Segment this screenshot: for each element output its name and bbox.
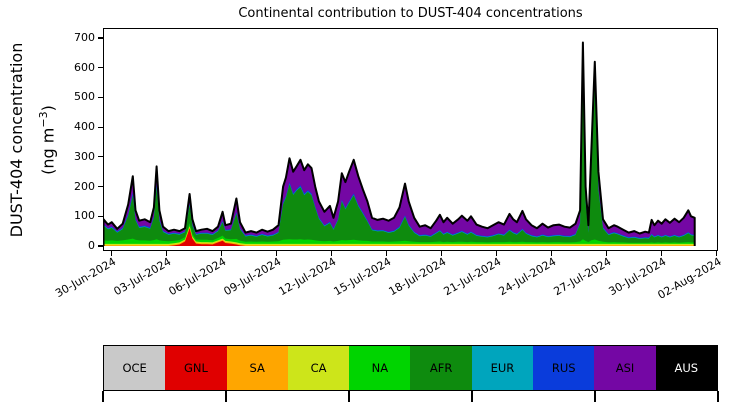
y-axis-tick: [98, 156, 103, 158]
x-axis-tick-label: 30-Jun-2024: [53, 255, 119, 301]
y-axis-tick: [98, 215, 103, 217]
legend-segment-aus: AUS: [655, 346, 717, 390]
x-axis-tick: [441, 251, 443, 256]
x-axis-tick: [331, 251, 333, 256]
legend-label-ca: CA: [310, 361, 327, 375]
x-axis-tick: [386, 251, 388, 256]
x-axis-tick: [716, 251, 718, 256]
y-axis-tick: [98, 245, 103, 247]
x-axis-tick-label: 21-Jul-2024: [441, 255, 504, 299]
legend-tick: [102, 391, 104, 402]
x-axis-tick-label: 09-Jul-2024: [221, 255, 284, 299]
legend-segment-afr: AFR: [410, 346, 472, 390]
x-axis-tick-label: 27-Jul-2024: [551, 255, 614, 299]
area-na: [103, 223, 695, 246]
legend-label-rus: RUS: [551, 361, 576, 375]
y-axis-tick-label: 200: [74, 179, 95, 193]
x-axis-tick: [551, 251, 553, 256]
area-ca: [103, 226, 695, 246]
x-axis-tick: [166, 251, 168, 256]
legend-tick: [225, 391, 227, 402]
legend-segment-oce: OCE: [104, 346, 166, 390]
x-axis-tick-label: 12-Jul-2024: [276, 255, 339, 299]
x-axis-tick-label: 03-Jul-2024: [111, 255, 174, 299]
legend-label-eur: EUR: [490, 361, 515, 375]
y-axis-tick-label: 300: [74, 149, 95, 163]
y-axis-tick-label: 100: [74, 209, 95, 223]
y-axis-tick-label: 700: [74, 31, 95, 44]
x-axis-tick-label: 15-Jul-2024: [331, 255, 394, 299]
legend-segment-asi: ASI: [594, 346, 656, 390]
legend-tick: [348, 391, 350, 402]
y-axis-tick: [98, 185, 103, 188]
legend-label-asi: ASI: [615, 361, 635, 375]
total-outline: [103, 41, 696, 246]
x-axis-tick: [606, 251, 608, 256]
y-axis-label: DUST-404 concentration (ng m−3): [3, 20, 57, 260]
legend-segment-rus: RUS: [533, 346, 595, 390]
legend-label-sa: SA: [249, 361, 265, 375]
x-axis-tick-label: 24-Jul-2024: [496, 255, 559, 299]
legend-segment-eur: EUR: [471, 346, 534, 390]
x-axis-tick-label: 06-Jul-2024: [166, 255, 229, 299]
legend-tick: [717, 391, 719, 402]
legend-segment-gnl: GNL: [165, 346, 227, 390]
y-axis-label-unit: (ng m−3): [37, 105, 58, 175]
x-axis-tick: [496, 251, 498, 256]
legend-label-aus: AUS: [674, 361, 699, 375]
legend-segment-na: NA: [349, 346, 411, 390]
x-axis-tick-label: 18-Jul-2024: [386, 255, 449, 299]
legend-segment-ca: CA: [287, 346, 350, 390]
x-axis-tick: [111, 251, 113, 256]
y-axis-tick-label: 500: [74, 90, 95, 104]
legend-tick: [594, 391, 596, 402]
y-axis-tick-label: 0: [88, 239, 95, 252]
x-axis-tick: [661, 251, 663, 256]
legend-colorbar: OCE GNL SA CA NA AFR EUR RUS ASI AUS: [103, 345, 718, 391]
x-axis-tick: [221, 251, 223, 256]
y-axis-tick: [98, 96, 103, 99]
y-axis-tick: [98, 67, 103, 69]
legend-label-gnl: GNL: [183, 361, 208, 375]
y-axis-label-exponent: −3: [37, 111, 50, 128]
legend-tick: [471, 391, 473, 402]
y-axis-tick: [98, 37, 103, 39]
y-axis-tick-label: 400: [74, 120, 95, 134]
legend-label-afr: AFR: [429, 361, 453, 375]
x-axis-tick: [276, 251, 278, 256]
legend-segment-sa: SA: [226, 346, 288, 390]
y-axis-tick: [98, 126, 103, 128]
stacked-area-svg: [103, 41, 696, 247]
y-axis-tick-label: 600: [74, 60, 95, 74]
legend-label-na: NA: [371, 361, 389, 375]
y-axis-label-line1: DUST-404 concentration: [7, 42, 26, 238]
legend-label-oce: OCE: [122, 361, 147, 375]
chart-title: Continental contribution to DUST-404 con…: [238, 6, 583, 21]
